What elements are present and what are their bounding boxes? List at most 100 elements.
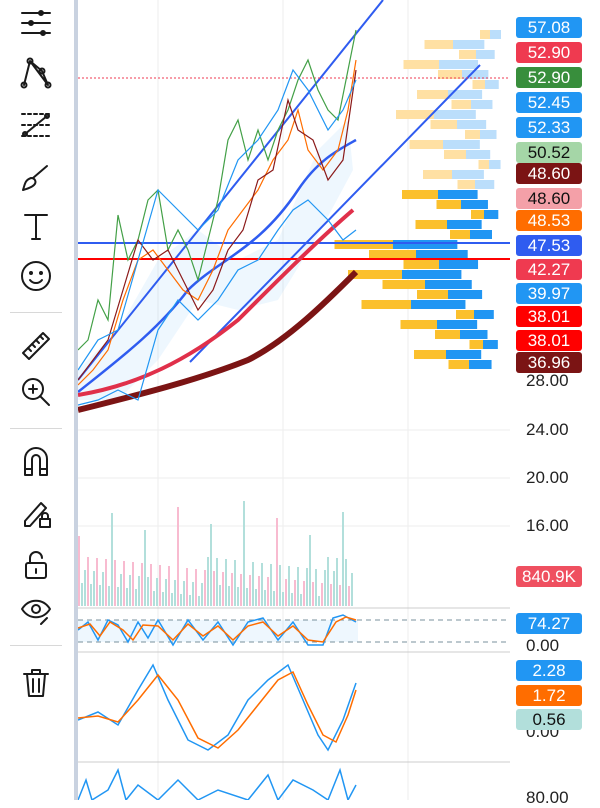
volume-bar [198, 596, 200, 606]
volume-bar [351, 573, 353, 606]
volume-profile-bar-down [456, 310, 474, 319]
bottom-indicator-line [78, 767, 357, 800]
volume-bar [234, 560, 236, 606]
macd-badge: 1.72 [516, 685, 582, 706]
volume-bar [108, 586, 110, 606]
price-badge: 38.01 [516, 330, 582, 351]
volume-profile-bar-up [411, 300, 466, 309]
text-icon[interactable] [17, 207, 55, 245]
volume-profile-bar-down [402, 190, 438, 199]
volume-profile-bar-up [438, 190, 478, 199]
volume-bar [309, 535, 311, 606]
rsi-pane [78, 614, 510, 647]
volume-profile-bar-up [485, 80, 499, 89]
volume-bar [177, 507, 179, 606]
rsi-line [78, 614, 357, 647]
volume-bar [84, 570, 86, 606]
macd-badge: 2.28 [516, 660, 582, 681]
volume-bar [114, 560, 116, 606]
volume-bar [315, 569, 317, 606]
toolbar-divider [10, 645, 62, 646]
volume-profile-bar-down [444, 150, 466, 159]
ruler-icon[interactable] [17, 327, 55, 365]
channel-lower [189, 64, 481, 363]
price-line-orange [78, 59, 357, 386]
volume-profile-bar-down [448, 360, 469, 369]
grid [78, 0, 510, 800]
price-badge: 52.45 [516, 92, 582, 113]
lock-drawing-icon[interactable] [17, 495, 55, 533]
eye-icon[interactable] [17, 592, 55, 630]
volume-profile-bar-down [400, 320, 437, 329]
volume-profile-bar-down [436, 200, 461, 209]
volume-bar [243, 501, 245, 606]
pattern-tool-icon[interactable] [17, 54, 55, 92]
volume-profile-bar-down [334, 240, 393, 249]
zoom-in-icon[interactable] [17, 373, 55, 411]
rsi-tick: 0.00 [526, 636, 560, 655]
unlock-icon[interactable] [17, 546, 55, 584]
volume-bar [138, 576, 140, 606]
volume-bar [237, 587, 239, 606]
volume-bar [312, 582, 314, 606]
volume-bar [252, 562, 254, 606]
volume-bar [303, 581, 305, 606]
volume-bar [207, 557, 209, 606]
volume-profile-bar-down [423, 170, 452, 179]
chart-area[interactable] [78, 0, 510, 800]
volume-profile-bar-down [430, 120, 457, 129]
volume-profile-bar-up [402, 270, 462, 279]
volume-profile-bar-up [460, 330, 488, 339]
ma-100 [78, 208, 355, 397]
volume-bar [216, 558, 218, 606]
volume-badge: 840.9K [516, 566, 582, 587]
volume-profile-bar-up [437, 320, 478, 329]
volume-profile-bar-down [424, 40, 453, 49]
toolbar-divider [10, 312, 62, 313]
volume-profile-bar-up [484, 210, 499, 219]
volume-bar [273, 591, 275, 606]
volume-profile-bar-down [382, 280, 425, 289]
volume-profile-bar-down [450, 230, 470, 239]
volume-bar [147, 577, 149, 606]
volume-profile-bar-down [403, 260, 439, 269]
volume-bar [141, 563, 143, 606]
volume-bar [321, 583, 323, 606]
volume-profile-bar-up [452, 170, 484, 179]
volume-bar [186, 568, 188, 606]
volume-profile-bar-up [434, 110, 476, 119]
macd-signal [78, 670, 357, 749]
volume-bar [210, 524, 212, 606]
trash-icon[interactable] [17, 664, 55, 702]
volume-bar [258, 576, 260, 606]
volume-profile-bar-down [403, 60, 439, 69]
volume-bar [201, 583, 203, 606]
volume-profile-bar-up [466, 150, 491, 159]
fib-tool-icon[interactable] [17, 106, 55, 144]
volume-profile-bar-down [459, 50, 476, 59]
toolbar-scrollbar[interactable] [74, 0, 78, 800]
volume-bar [162, 592, 164, 606]
magnet-icon[interactable] [17, 443, 55, 481]
menu-lines-icon[interactable] [17, 4, 55, 42]
emoji-icon[interactable] [17, 257, 55, 295]
price-scale[interactable]: 57.08 52.90 52.90 52.45 52.33 50.52 48.60 48.60… [510, 0, 600, 807]
brush-icon[interactable] [17, 158, 55, 196]
price-badge: 38.01 [516, 306, 582, 327]
volume-profile-bar-up [393, 240, 458, 249]
volume-bar [171, 593, 173, 606]
rsi-badge: 74.27 [516, 613, 582, 634]
volume-profile-bar-down [471, 210, 484, 219]
volume-bar [318, 596, 320, 606]
volume-bar [297, 567, 299, 606]
volume-bar [192, 582, 194, 606]
volume-bar [90, 584, 92, 606]
volume-profile-bar-down [409, 140, 443, 149]
volume-bars [78, 501, 353, 606]
price-badge: 52.90 [516, 67, 582, 88]
volume-bar [219, 585, 221, 606]
price-badge: 36.96 [516, 352, 582, 373]
volume-bar [135, 589, 137, 606]
volume-bar [129, 575, 131, 606]
volume-bar [183, 581, 185, 606]
